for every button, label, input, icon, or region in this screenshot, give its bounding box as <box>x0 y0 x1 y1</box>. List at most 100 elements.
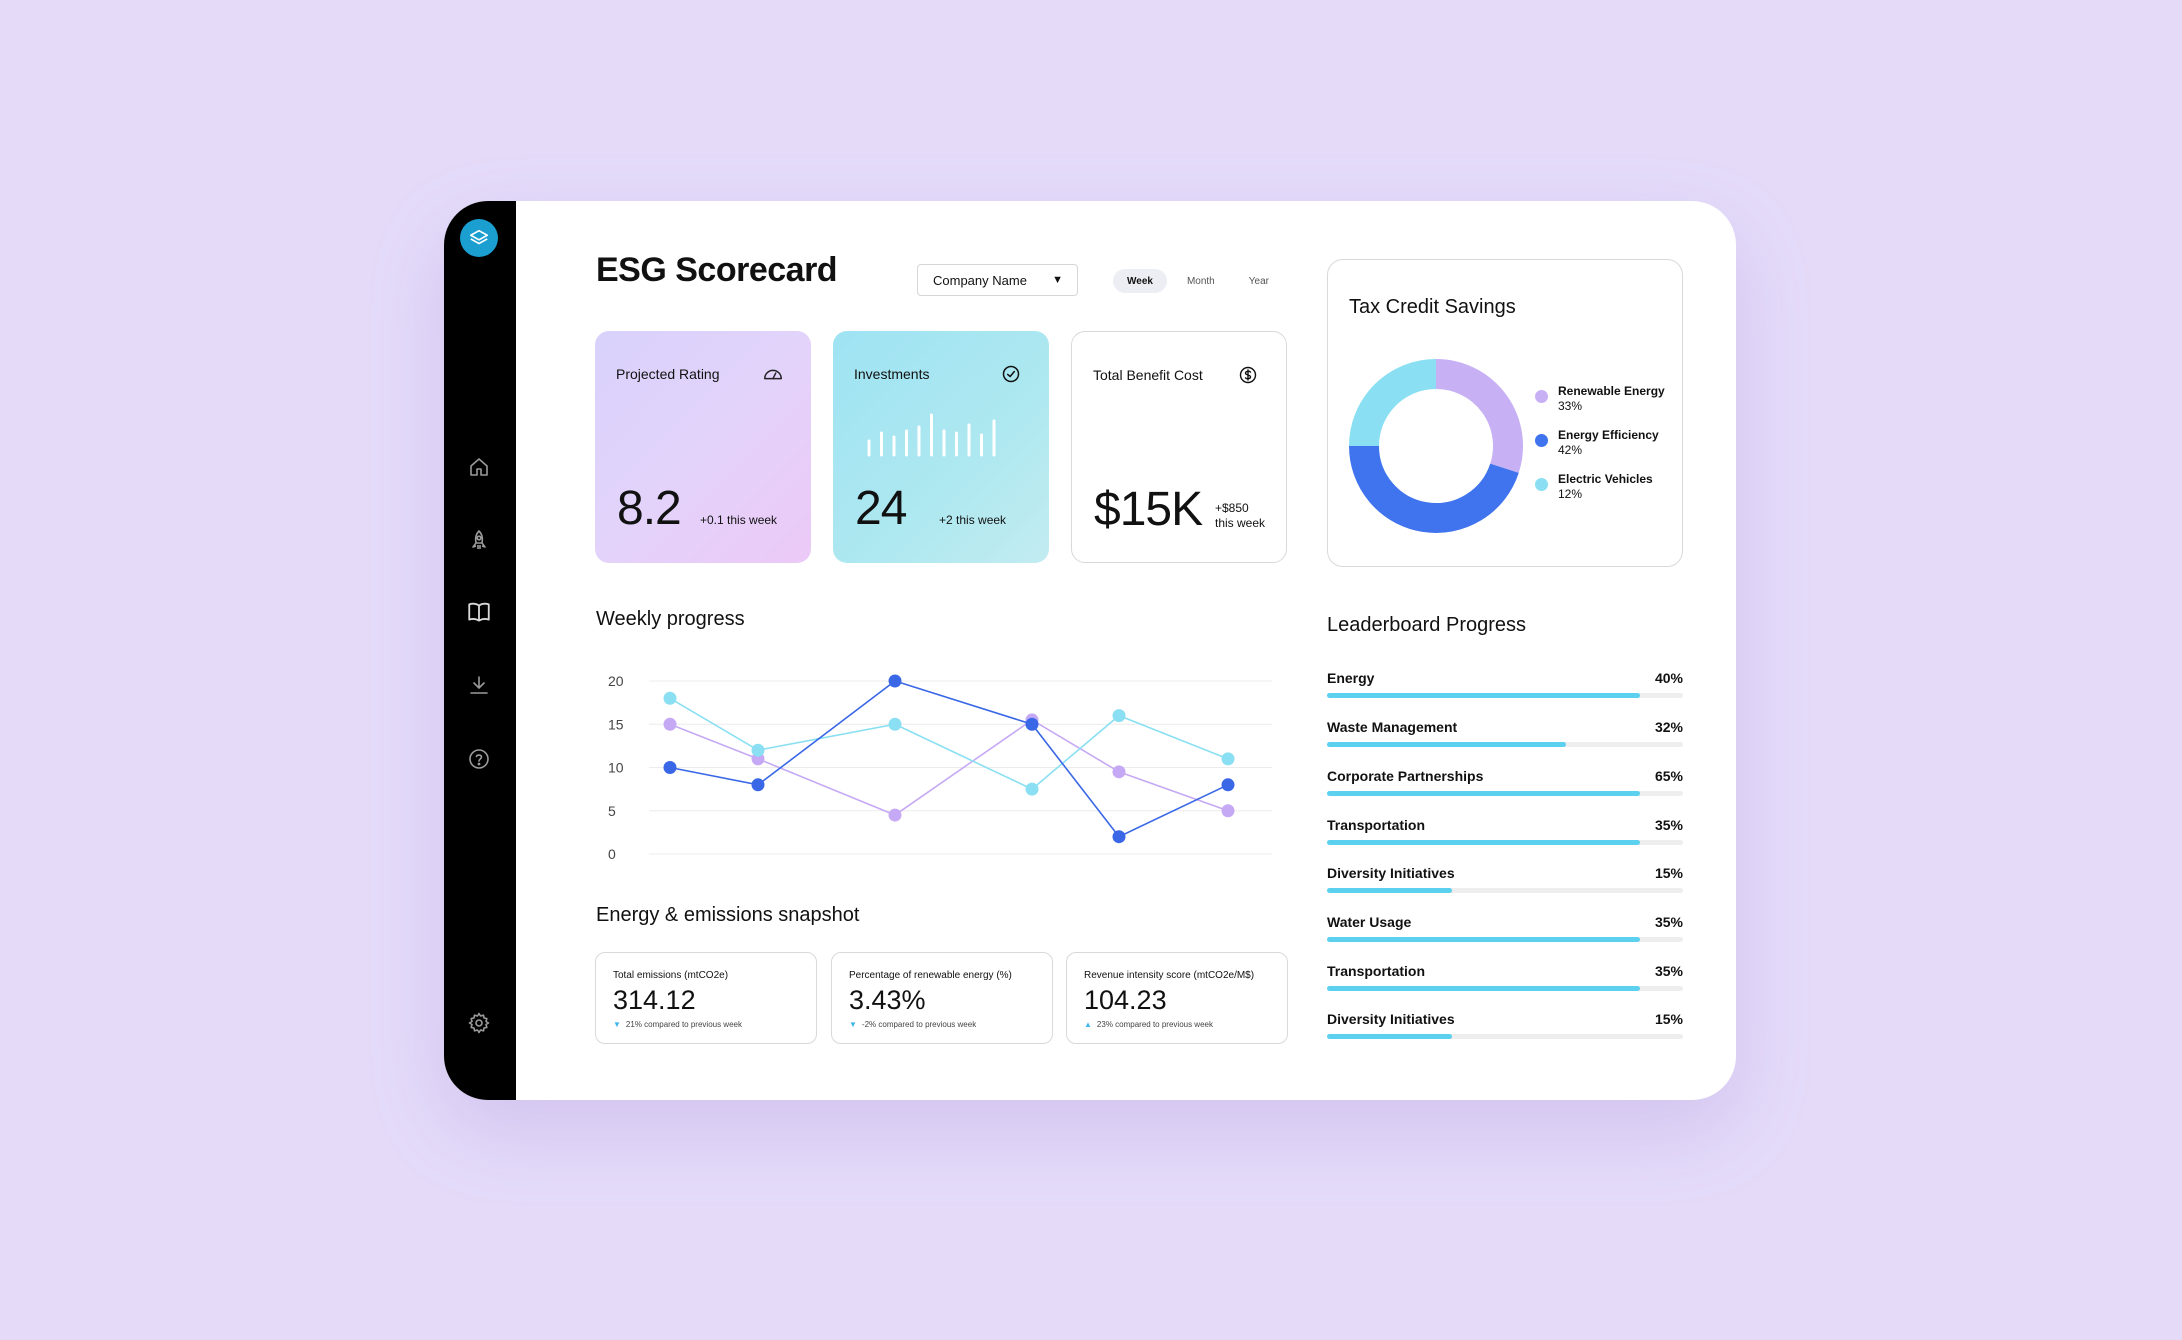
stat-value: 104.23 <box>1084 985 1167 1015</box>
progress-fill <box>1327 693 1641 698</box>
company-select[interactable]: Company Name ▼ <box>917 264 1078 296</box>
data-point[interactable] <box>663 761 677 774</box>
data-point[interactable] <box>663 717 677 731</box>
leaderboard-row[interactable]: Corporate Partnerships 65% <box>1327 768 1683 808</box>
row-label: Water Usage <box>1327 914 1412 930</box>
leaderboard-row[interactable]: Diversity Initiatives 15% <box>1327 865 1683 905</box>
card-delta: +2 this week <box>939 513 1007 527</box>
home-icon[interactable] <box>464 452 494 482</box>
data-point[interactable] <box>751 743 765 757</box>
total-benefit-cost-card[interactable]: Total Benefit Cost $15K +$850 this week <box>1071 331 1287 563</box>
book-icon[interactable] <box>464 597 494 627</box>
progress-fill <box>1327 888 1452 893</box>
sidebar <box>444 201 516 1100</box>
investments-card[interactable]: Investments 24 +2 this week <box>833 331 1049 563</box>
company-select-value: Company Name <box>933 272 1027 288</box>
help-icon[interactable] <box>464 744 494 774</box>
period-week[interactable]: Week <box>1113 269 1167 293</box>
row-percent: 40% <box>1654 670 1683 686</box>
trend-down-icon: ▼ <box>849 1020 857 1029</box>
data-point[interactable] <box>888 674 902 688</box>
series-line <box>669 680 1229 838</box>
tax-credit-title: Tax Credit Savings <box>1349 296 1516 318</box>
data-point[interactable] <box>751 778 765 792</box>
legend-dot <box>1535 434 1548 447</box>
data-point[interactable] <box>1112 709 1126 723</box>
leaderboard-row[interactable]: Transportation 35% <box>1327 963 1683 1003</box>
weekly-progress-title: Weekly progress <box>596 608 745 630</box>
row-label: Transportation <box>1327 817 1426 833</box>
card-delta: +0.1 this week <box>700 513 778 527</box>
data-point[interactable] <box>1221 804 1235 818</box>
legend-dot <box>1535 478 1548 491</box>
stat-renewable-energy[interactable]: Percentage of renewable energy (%) 3.43%… <box>831 952 1053 1044</box>
card-value: 8.2 <box>617 482 682 535</box>
data-point[interactable] <box>1112 830 1126 844</box>
projected-rating-card[interactable]: Projected Rating 8.2 +0.1 this week <box>595 331 811 563</box>
leaderboard-title: Leaderboard Progress <box>1327 614 1527 636</box>
row-label: Energy <box>1327 670 1375 686</box>
y-tick-label: 0 <box>608 846 616 862</box>
progress-track <box>1327 1034 1683 1039</box>
progress-track <box>1327 791 1683 796</box>
data-point[interactable] <box>1112 765 1126 779</box>
card-title: Total Benefit Cost <box>1093 367 1203 383</box>
stat-total-emissions[interactable]: Total emissions (mtCO2e) 314.12 ▼ 21% com… <box>595 952 817 1044</box>
period-month[interactable]: Month <box>1186 275 1215 287</box>
y-tick-label: 10 <box>608 760 624 776</box>
investments-sparkline <box>867 413 996 457</box>
weekly-progress-chart: 0 5 10 15 20 <box>608 673 1272 862</box>
legend-label: Renewable Energy <box>1558 384 1665 398</box>
dollar-circle-icon <box>1236 363 1260 387</box>
donut-slice[interactable] <box>1435 359 1523 473</box>
stat-revenue-intensity[interactable]: Revenue intensity score (mtCO2e/M$) 104.… <box>1066 952 1288 1044</box>
dashboard-window: ESG Scorecard Company Name ▼ Week Month … <box>444 201 1736 1100</box>
stat-note: 23% compared to previous week <box>1096 1020 1213 1029</box>
stat-label: Revenue intensity score (mtCO2e/M$) <box>1084 970 1255 981</box>
row-label: Transportation <box>1327 963 1426 979</box>
caret-down-icon: ▼ <box>1052 274 1063 286</box>
legend-dot <box>1535 390 1548 403</box>
check-circle-icon <box>999 362 1023 386</box>
donut-slice[interactable] <box>1349 359 1437 447</box>
rocket-icon[interactable] <box>464 525 494 555</box>
donut-slice[interactable] <box>1349 445 1519 533</box>
leaderboard-row[interactable]: Diversity Initiatives 15% <box>1327 1011 1683 1051</box>
layers-icon[interactable] <box>460 219 498 257</box>
row-label: Waste Management <box>1327 719 1458 735</box>
tax-credit-savings-card: Tax Credit Savings Renewable Energy 33% … <box>1327 259 1683 567</box>
leaderboard-row[interactable]: Waste Management 32% <box>1327 719 1683 759</box>
row-percent: 35% <box>1654 914 1683 930</box>
leaderboard-row[interactable]: Water Usage 35% <box>1327 914 1683 954</box>
period-year[interactable]: Year <box>1248 275 1269 287</box>
progress-track <box>1327 693 1683 698</box>
row-percent: 15% <box>1654 865 1683 881</box>
leaderboard-row[interactable]: Energy 40% <box>1327 670 1683 710</box>
data-point[interactable] <box>1025 782 1039 796</box>
stat-label: Total emissions (mtCO2e) <box>613 970 729 981</box>
legend-percent: 42% <box>1558 443 1583 457</box>
data-point[interactable] <box>888 717 902 731</box>
gear-icon[interactable] <box>464 1008 494 1038</box>
card-delta-amount: +$850 <box>1215 501 1249 515</box>
card-title: Projected Rating <box>616 366 720 382</box>
trend-down-icon: ▼ <box>613 1020 621 1029</box>
leaderboard-row[interactable]: Transportation 35% <box>1327 817 1683 857</box>
progress-track <box>1327 937 1683 942</box>
page-title: ESG Scorecard <box>596 251 838 289</box>
download-icon[interactable] <box>464 670 494 700</box>
data-point[interactable] <box>1221 778 1235 792</box>
data-point[interactable] <box>888 808 902 822</box>
data-point[interactable] <box>1221 752 1235 766</box>
stat-value: 3.43% <box>849 985 926 1015</box>
progress-track <box>1327 840 1683 845</box>
row-label: Diversity Initiatives <box>1327 1011 1455 1027</box>
progress-track <box>1327 742 1683 747</box>
snapshot-title: Energy & emissions snapshot <box>596 904 860 926</box>
data-point[interactable] <box>663 691 677 705</box>
tax-credit-donut <box>1349 359 1523 533</box>
row-label: Corporate Partnerships <box>1327 768 1484 784</box>
data-point[interactable] <box>1025 717 1039 731</box>
row-percent: 15% <box>1654 1011 1683 1027</box>
trend-up-icon: ▲ <box>1084 1020 1092 1029</box>
